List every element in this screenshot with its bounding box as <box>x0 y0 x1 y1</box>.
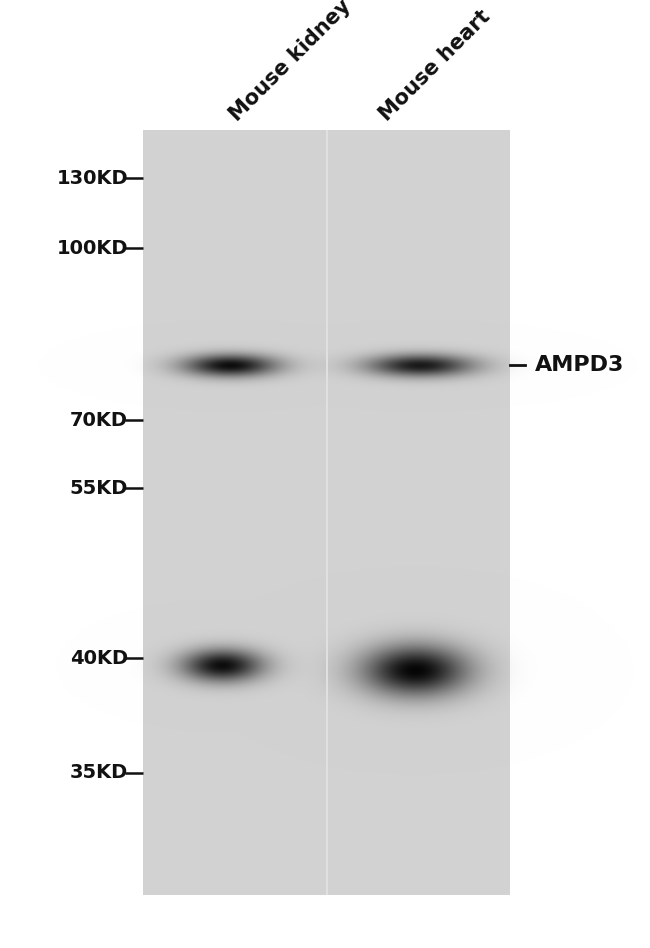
Text: AMPD3: AMPD3 <box>535 355 625 375</box>
Text: Mouse heart: Mouse heart <box>376 7 494 125</box>
Text: 55KD: 55KD <box>70 479 128 498</box>
Text: 70KD: 70KD <box>70 410 128 429</box>
Text: 40KD: 40KD <box>70 648 128 667</box>
Text: 130KD: 130KD <box>57 169 128 188</box>
Text: Mouse kidney: Mouse kidney <box>226 0 355 125</box>
Text: 35KD: 35KD <box>70 763 128 782</box>
Text: 100KD: 100KD <box>57 239 128 258</box>
